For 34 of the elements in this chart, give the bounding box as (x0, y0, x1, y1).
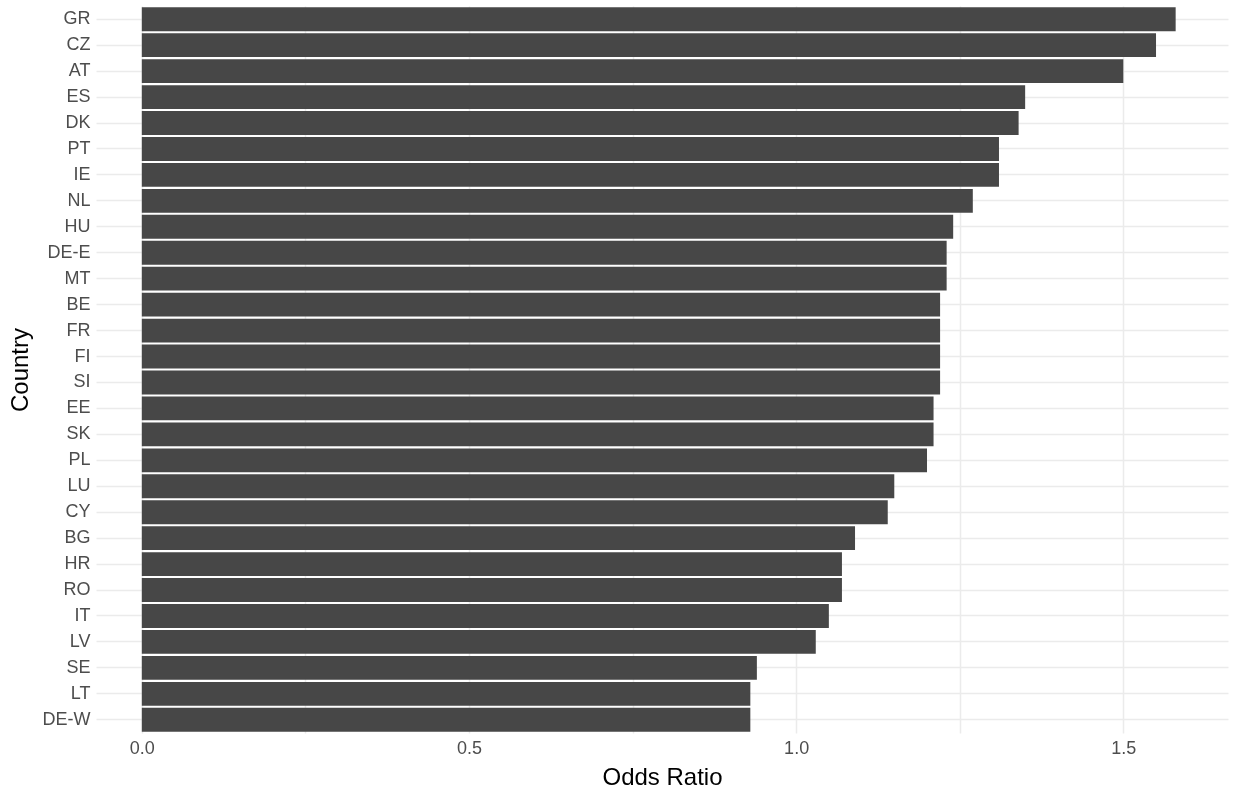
y-tick-label: ES (66, 86, 91, 107)
y-tick-label: AT (68, 60, 91, 81)
y-axis-title: Country (5, 327, 33, 413)
y-tick-label: DE-W (42, 708, 91, 729)
y-tick-label: LT (70, 682, 91, 703)
x-tick-label: 1.0 (784, 737, 810, 758)
y-tick-label: CY (65, 501, 91, 522)
x-tick-label: 1.5 (1111, 737, 1137, 758)
y-tick-label: BE (66, 293, 91, 314)
y-tick-label: DK (65, 112, 91, 133)
y-tick-label: FI (74, 345, 91, 366)
y-tick-label: LU (67, 475, 91, 496)
y-tick-label: RO (63, 579, 91, 600)
y-tick-label: EE (66, 397, 91, 418)
y-tick-label: HU (64, 215, 91, 236)
y-tick-label: SI (73, 371, 91, 392)
y-tick-label: GR (63, 8, 91, 29)
y-tick-label: HR (64, 553, 91, 574)
y-tick-label: DE-E (47, 241, 91, 262)
x-axis-title: Odds Ratio (602, 762, 723, 790)
y-tick-label: BG (64, 527, 91, 548)
y-tick-label: PL (68, 449, 91, 470)
y-tick-label: SK (66, 423, 91, 444)
y-tick-label: FR (66, 319, 91, 340)
y-tick-label: IT (74, 604, 91, 625)
y-tick-label: IE (73, 163, 91, 184)
y-tick-label: MT (64, 267, 91, 288)
y-tick-label: CZ (66, 34, 91, 55)
y-tick-label: LV (69, 630, 91, 651)
y-tick-label: NL (67, 189, 91, 210)
x-tick-label: 0.0 (129, 737, 155, 758)
y-tick-label: PT (67, 137, 91, 158)
y-tick-label: SE (66, 656, 91, 677)
x-tick-label: 0.5 (456, 737, 482, 758)
